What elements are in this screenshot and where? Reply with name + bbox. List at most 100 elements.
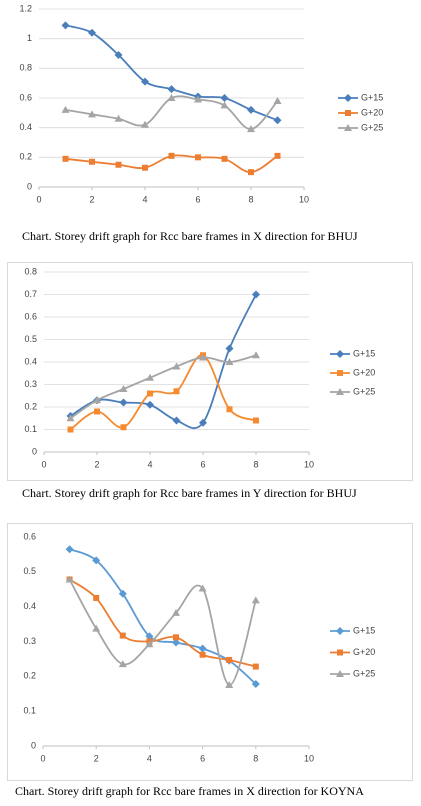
legend-label: G+15 (353, 625, 375, 635)
data-point (115, 161, 122, 168)
chart-frame (7, 523, 413, 781)
y-tick-label: 0 (27, 181, 32, 191)
data-point (141, 77, 149, 86)
x-tick-label: 6 (200, 753, 205, 763)
data-point (252, 351, 260, 359)
x-tick-label: 6 (195, 194, 200, 204)
data-point (220, 101, 229, 109)
data-point (199, 651, 206, 658)
y-tick-label: 0.8 (19, 63, 32, 73)
data-point (146, 373, 154, 381)
legend-marker (336, 627, 344, 635)
x-tick-label: 0 (36, 194, 41, 204)
y-tick-label: 0 (31, 740, 36, 750)
x-tick-label: 8 (253, 459, 258, 469)
data-point (65, 575, 74, 583)
x-tick-label: 4 (142, 194, 147, 204)
x-tick-label: 0 (41, 459, 46, 469)
data-point (248, 169, 254, 176)
legend-label: G+25 (353, 386, 375, 396)
data-point (252, 290, 260, 299)
data-point (92, 624, 101, 632)
data-point (146, 400, 154, 409)
y-tick-label: 0.2 (24, 401, 37, 411)
x-tick-label: 10 (304, 459, 314, 469)
legend-marker (337, 370, 343, 376)
x-tick-label: 2 (94, 753, 99, 763)
data-point (221, 155, 228, 162)
data-point (67, 426, 74, 433)
data-point (220, 94, 229, 102)
caption: Chart. Storey drift graph for Rcc bare f… (22, 229, 358, 243)
x-tick-label: 4 (147, 753, 152, 763)
data-point (199, 418, 207, 427)
legend-marker (336, 388, 344, 395)
y-tick-label: 0.3 (23, 636, 36, 646)
data-point (199, 353, 207, 361)
y-tick-label: 0.4 (23, 601, 36, 611)
y-tick-label: 0.3 (24, 379, 37, 389)
data-point (62, 155, 69, 162)
data-point (88, 28, 96, 37)
data-point (93, 594, 100, 601)
data-point (167, 85, 176, 94)
data-point (226, 406, 233, 413)
x-tick-label: 8 (253, 753, 258, 763)
data-point (93, 396, 101, 404)
y-tick-label: 0.6 (19, 92, 32, 102)
y-tick-label: 0 (32, 446, 37, 456)
y-tick-label: 0.1 (24, 424, 37, 434)
data-point (273, 96, 282, 104)
y-tick-label: 0.2 (19, 152, 32, 162)
chart-frame (7, 262, 413, 481)
data-point (226, 656, 233, 663)
legend-marker (344, 124, 352, 131)
x-tick-label: 6 (200, 459, 205, 469)
data-point (61, 105, 70, 113)
data-point (89, 158, 95, 165)
data-point (141, 120, 149, 128)
data-point (225, 358, 234, 365)
data-point (172, 608, 180, 616)
legend-label: G+15 (361, 92, 383, 102)
y-tick-label: 0.7 (24, 289, 37, 299)
data-point (172, 416, 181, 425)
legend-marker (337, 649, 343, 656)
legend-marker (345, 110, 351, 116)
legend-label: G+25 (353, 668, 375, 678)
y-tick-label: 0.8 (24, 266, 37, 276)
data-point (118, 660, 127, 668)
legend-marker (336, 350, 344, 358)
data-point (173, 388, 180, 395)
data-point (119, 398, 128, 407)
legend-label: G+15 (353, 348, 375, 358)
data-point (94, 408, 100, 415)
data-point (173, 634, 179, 641)
y-tick-label: 0.6 (24, 311, 37, 321)
y-tick-label: 1 (27, 33, 32, 43)
x-tick-label: 10 (304, 753, 314, 763)
data-point (120, 424, 127, 431)
y-tick-label: 0.6 (23, 531, 36, 541)
data-point (167, 94, 176, 101)
data-point (145, 632, 154, 641)
data-point (225, 344, 234, 353)
data-point (273, 116, 282, 125)
y-tick-label: 0.4 (24, 356, 37, 366)
data-point (142, 164, 148, 171)
legend-marker (344, 94, 352, 102)
data-point (172, 362, 181, 370)
data-point (65, 545, 74, 554)
data-point (194, 95, 202, 103)
data-point (198, 644, 207, 653)
data-point (88, 110, 96, 118)
x-tick-label: 8 (248, 194, 253, 204)
data-point (119, 632, 126, 639)
data-point (274, 152, 281, 159)
data-point (168, 152, 175, 159)
y-tick-label: 0.5 (23, 566, 36, 576)
legend-label: G+25 (361, 122, 383, 132)
legend-label: G+20 (353, 367, 375, 377)
